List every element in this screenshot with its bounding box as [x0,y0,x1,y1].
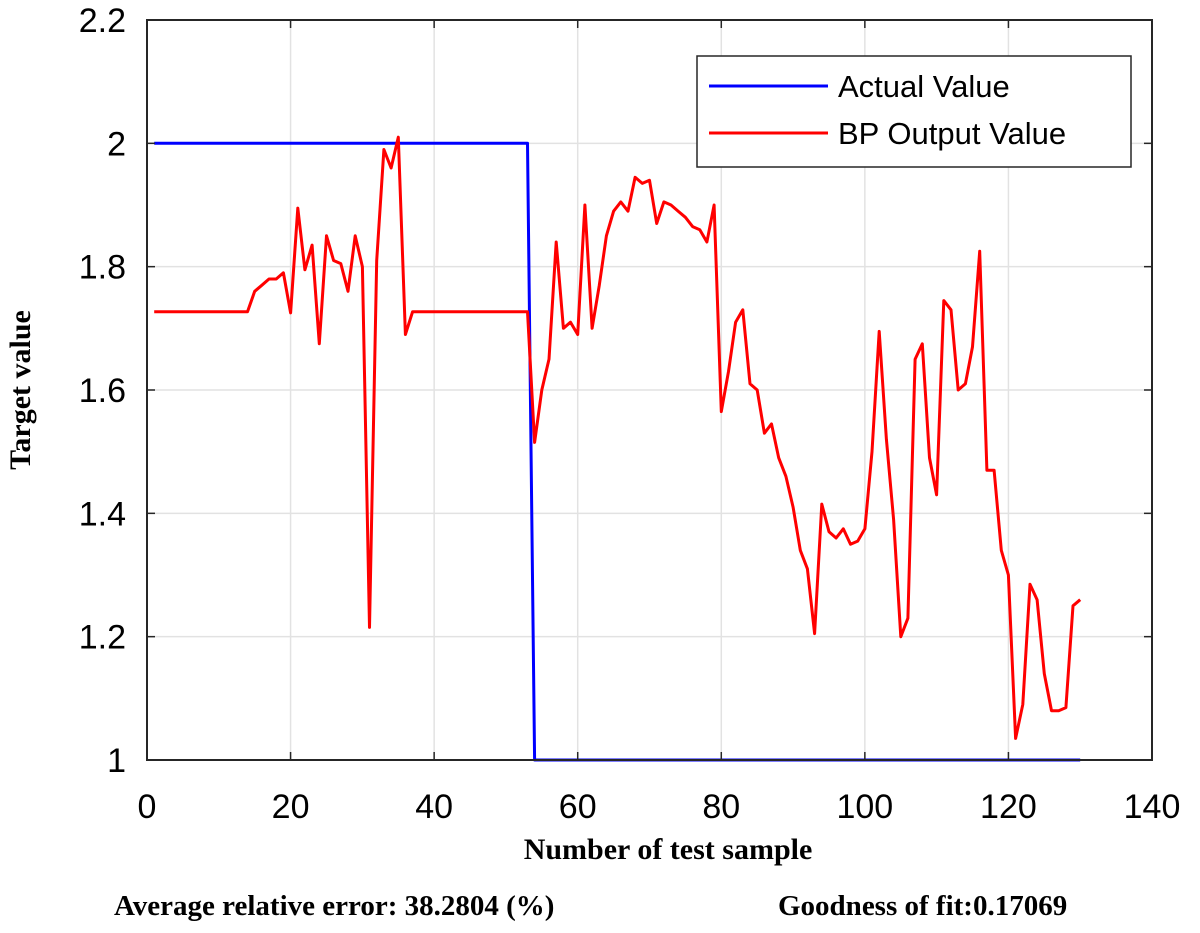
y-tick-label: 1 [107,742,126,780]
series-line-bp-output-value [154,135,1082,740]
x-tick-label: 80 [702,788,740,826]
legend: Actual Value BP Output Value [696,55,1132,168]
legend-label-bp-output: BP Output Value [838,116,1066,151]
tick-labels: 0 20 40 60 80 100 120 140 1 1.2 1.4 1.6 1.8 2 2.2 [79,2,1181,826]
x-tick-label: 20 [272,788,310,826]
x-tick-label: 140 [1124,788,1181,826]
y-tick-label: 2 [107,125,126,163]
x-tick-label: 60 [559,788,597,826]
x-tick-label: 40 [415,788,453,826]
y-tick-label: 1.2 [79,619,126,657]
goodness-of-fit: Goodness of fit:0.17069 [778,890,1068,922]
legend-label-actual: Actual Value [838,69,1010,104]
y-tick-label: 1.4 [79,495,126,533]
x-tick-label: 0 [138,788,157,826]
y-tick-label: 2.2 [79,2,126,40]
x-axis-title: Number of test sample [524,833,813,866]
y-axis-title: Target value [4,310,37,470]
line-chart: 0 20 40 60 80 100 120 140 1 1.2 1.4 1.6 1.8 2 2.2 Numb… [4,2,1181,866]
y-tick-label: 1.8 [79,249,126,287]
y-tick-label: 1.6 [79,372,126,410]
x-tick-label: 100 [836,788,893,826]
legend-box [696,55,1132,168]
average-relative-error: Average relative error: 38.2804 (%) [114,890,555,922]
x-tick-label: 120 [980,788,1037,826]
